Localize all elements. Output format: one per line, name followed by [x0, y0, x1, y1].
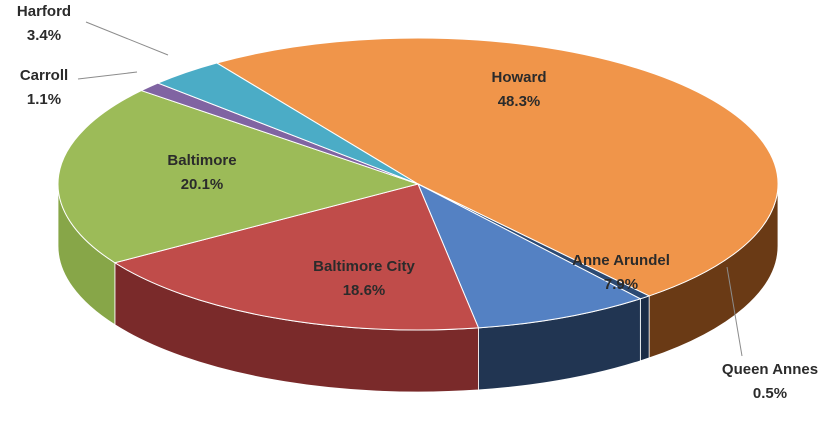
leader-line-harford: [85, 21, 169, 56]
percent-baltimore-city: 18.6%: [343, 282, 386, 299]
percent-carroll: 1.1%: [27, 91, 61, 108]
percent-anne-arundel: 7.9%: [604, 276, 638, 293]
label-baltimore-city: Baltimore City: [313, 258, 415, 275]
percent-queen-annes: 0.5%: [753, 385, 787, 402]
leader-line-queen-annes: [726, 266, 743, 357]
percent-harford: 3.4%: [27, 27, 61, 44]
pie-top-faces: [57, 37, 779, 331]
label-carroll: Carroll: [20, 67, 68, 84]
label-harford: Harford: [17, 3, 71, 20]
label-howard: Howard: [491, 69, 546, 86]
pie-slice-howard: [215, 37, 779, 297]
percent-baltimore: 20.1%: [181, 176, 224, 193]
pie-sides: [57, 183, 779, 393]
percent-howard: 48.3%: [498, 93, 541, 110]
leader-line-carroll: [77, 71, 138, 80]
pie-side-queen-annes: [639, 295, 650, 362]
label-baltimore: Baltimore: [167, 152, 236, 169]
pie-slice-harford: [156, 62, 419, 185]
label-queen-annes: Queen Annes: [722, 361, 818, 378]
pie-slice-baltimore: [57, 90, 420, 264]
data-labels: Howard 48.3% Queen Annes 0.5% Anne Arundel 7.…: [17, 3, 818, 402]
leader-lines: [77, 21, 743, 357]
pie-slice-anne-arundel: [417, 182, 642, 329]
label-anne-arundel: Anne Arundel: [572, 252, 670, 269]
pie-slice-baltimore-city: [113, 183, 480, 331]
